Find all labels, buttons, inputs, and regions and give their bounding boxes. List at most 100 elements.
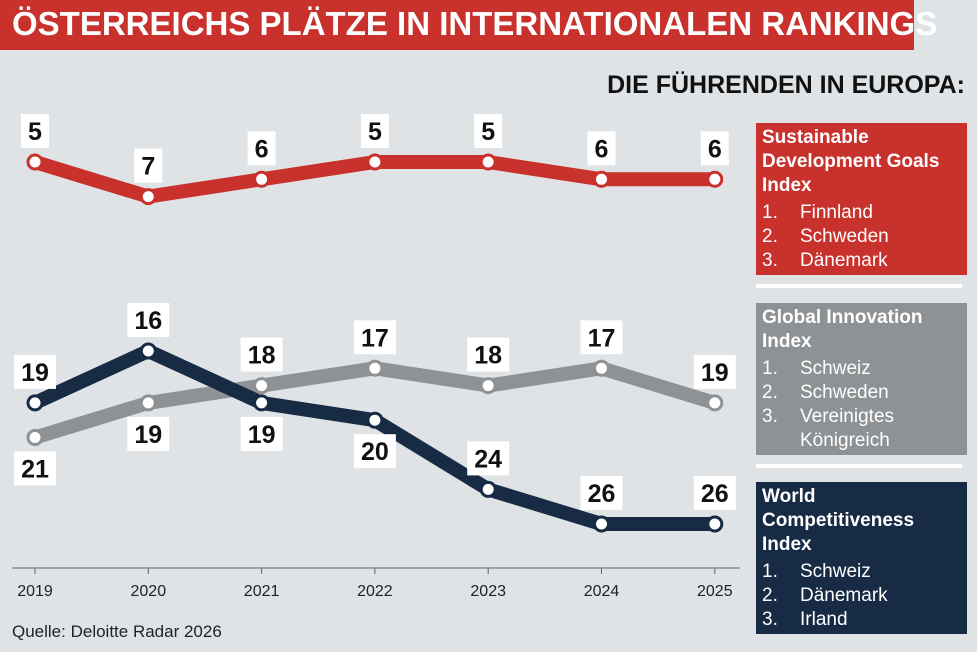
- data-label-wci-2021: 19: [248, 421, 276, 449]
- point-wci-2019: [26, 394, 44, 412]
- point-gii-2021: [253, 377, 271, 395]
- rank-number: 2.: [762, 382, 778, 403]
- list-item: 2. Schweden: [762, 381, 961, 405]
- data-label-gii-2023: 18: [474, 342, 502, 370]
- data-label-bg: [247, 131, 276, 166]
- legend-gii: Global Innovation Index 1. Schweiz 2. Schw…: [756, 303, 967, 455]
- x-tick-label-2023: 2023: [470, 583, 506, 600]
- legend-heading: DIE FÜHRENDEN IN EUROPA:: [607, 71, 965, 99]
- point-wci-2020: [139, 342, 157, 360]
- data-label-bg: [134, 148, 163, 183]
- rank-number: 3.: [762, 250, 778, 271]
- country-name: Dänemark: [800, 585, 888, 606]
- data-label-gii-2021: 18: [248, 342, 276, 370]
- point-gii-2023: [479, 377, 497, 395]
- rank-number: 2.: [762, 585, 778, 606]
- rank-number: 1.: [762, 561, 778, 582]
- data-label-bg: [14, 354, 56, 389]
- data-label-bg: [700, 131, 729, 166]
- rank-number: 1.: [762, 358, 778, 379]
- country-name: Vereinigtes Königreich: [800, 406, 895, 451]
- data-points: [26, 153, 724, 533]
- list-item: 2. Dänemark: [762, 584, 961, 608]
- point-sdg-2023: [479, 153, 497, 171]
- data-label-bg: [360, 114, 389, 148]
- legend-wci-name: World Competitiveness Index: [762, 486, 915, 555]
- data-label-sdg-2021: 6: [255, 135, 269, 163]
- legend-wci: World Competitiveness Index 1. Schweiz 2.…: [756, 482, 967, 634]
- point-sdg-2022: [366, 153, 384, 171]
- rank-number: 3.: [762, 406, 778, 427]
- list-item: 2. Schweden: [762, 225, 961, 249]
- x-tick-label-2020: 2020: [131, 583, 167, 600]
- x-tick-label-2021: 2021: [244, 583, 280, 600]
- point-sdg-2021: [253, 170, 271, 188]
- legend-wci-list: 1. Schweiz 2. Dänemark 3. Irland: [762, 560, 961, 632]
- data-label-sdg-2023: 5: [481, 118, 495, 146]
- source-note: Quelle: Deloitte Radar 2026: [12, 622, 222, 641]
- data-label-bg: [353, 434, 396, 469]
- data-label-bg: [693, 476, 736, 510]
- x-tick-label-2024: 2024: [584, 583, 620, 600]
- rank-number: 3.: [762, 609, 778, 630]
- data-labels: 5 7 6 5 5 6 6 21 19 18 17 18 17 19 19 16 19 20 24 26 26: [14, 114, 736, 510]
- point-gii-2019: [26, 429, 44, 446]
- data-label-bg: [127, 416, 170, 451]
- point-wci-2024: [593, 515, 610, 533]
- list-item: 1. Finnland: [762, 201, 961, 225]
- country-name: Dänemark: [800, 250, 888, 271]
- data-label-gii-2024: 17: [588, 324, 616, 352]
- list-item: 3. Irland: [762, 608, 961, 632]
- data-label-wci-2025: 26: [701, 480, 729, 508]
- data-label-bg: [467, 441, 510, 476]
- country-name: Irland: [800, 609, 848, 630]
- data-label-bg: [240, 416, 283, 451]
- list-item: 3. Vereinigtes Königreich: [762, 405, 961, 453]
- country-name: Finnland: [800, 202, 873, 223]
- point-sdg-2020: [139, 188, 157, 206]
- data-label-gii-2020: 19: [134, 421, 162, 449]
- legend-divider: [756, 464, 962, 468]
- data-label-sdg-2022: 5: [368, 118, 382, 146]
- data-label-sdg-2024: 6: [595, 135, 609, 163]
- x-tick-label-2022: 2022: [357, 583, 393, 600]
- data-label-bg: [353, 320, 396, 355]
- data-label-bg: [467, 337, 510, 372]
- data-label-gii-2025: 19: [701, 359, 729, 387]
- point-wci-2021: [253, 394, 271, 412]
- country-name: Schweden: [800, 226, 889, 247]
- point-sdg-2024: [593, 170, 610, 188]
- data-label-bg: [693, 354, 736, 389]
- point-sdg-2019: [26, 153, 44, 171]
- point-gii-2020: [139, 394, 157, 412]
- legend-sdg-list: 1. Finnland 2. Schweden 3. Dänemark: [762, 201, 961, 273]
- data-label-bg: [240, 337, 283, 372]
- data-label-sdg-2019: 5: [28, 118, 42, 146]
- x-tick-label-2025: 2025: [697, 583, 733, 600]
- legend-sdg: Sustainable Development Goals Index 1. Fi…: [756, 123, 967, 275]
- country-name: Schweiz: [800, 358, 871, 379]
- legend-gii-name: Global Innovation Index: [762, 307, 923, 352]
- list-item: 3. Dänemark: [762, 249, 961, 273]
- point-sdg-2025: [706, 170, 724, 188]
- x-axis: 2019 2020 2021 2022 2023 2024 2025: [12, 567, 740, 600]
- data-label-wci-2024: 26: [588, 480, 616, 508]
- rank-number: 2.: [762, 226, 778, 247]
- data-label-wci-2020: 16: [134, 307, 162, 335]
- data-label-bg: [14, 451, 56, 486]
- chart-title: ÖSTERREICHS PLÄTZE IN INTERNATIONALEN RA…: [12, 5, 938, 42]
- data-label-sdg-2025: 6: [708, 135, 722, 163]
- data-label-bg: [580, 476, 623, 510]
- data-label-wci-2019: 19: [21, 359, 49, 387]
- point-gii-2024: [593, 359, 610, 377]
- legend-divider: [756, 284, 962, 288]
- country-name: Schweiz: [800, 561, 871, 582]
- data-label-bg: [127, 303, 170, 337]
- point-wci-2023: [479, 480, 497, 498]
- data-label-gii-2022: 17: [361, 324, 389, 352]
- data-label-sdg-2020: 7: [141, 153, 155, 181]
- title-bar: ÖSTERREICHS PLÄTZE IN INTERNATIONALEN RA…: [0, 0, 937, 50]
- rank-number: 1.: [762, 202, 778, 223]
- list-item: 1. Schweiz: [762, 357, 961, 381]
- data-label-wci-2022: 20: [361, 438, 389, 466]
